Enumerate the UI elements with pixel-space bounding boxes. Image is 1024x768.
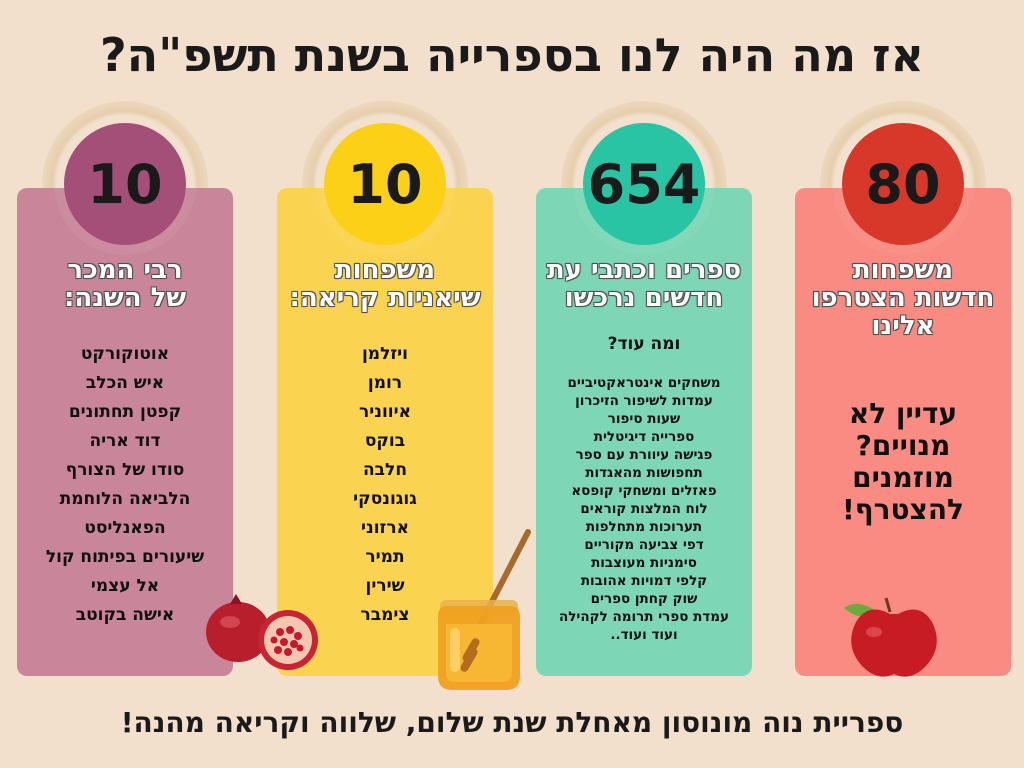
list-item: משחקים אינטראקטיביים <box>567 375 721 391</box>
heading-new-families: משפחות חדשות הצטרפו אלינו <box>811 255 995 341</box>
card-bestsellers <box>17 188 233 676</box>
list-item: בוקס <box>364 431 406 451</box>
list-item: דפי צביעה מקוריים <box>584 537 704 553</box>
card-reading-families <box>277 188 493 676</box>
list-item: סימניות מעוצבות <box>591 555 697 571</box>
list-item: תחפושות מהאגדות <box>585 465 703 481</box>
heading-reading-families: משפחות שיאניות קריאה: <box>289 255 481 313</box>
list-item: איווניר <box>359 402 411 422</box>
activities-list: משחקים אינטראקטיביים עמדות לשיפור הזיכרו… <box>536 374 752 644</box>
list-item: ארזוני <box>361 518 409 538</box>
bestsellers-list: אוטוקורקט איש הכלב קפטן תחתונים דוד אריה… <box>17 340 233 630</box>
list-item: רומן <box>367 373 403 393</box>
apple-icon <box>844 597 937 677</box>
pomegranate-icon <box>206 594 318 670</box>
list-item: אל עצמי <box>90 576 160 596</box>
list-item: עמדות לשיפור הזיכרון <box>575 393 713 409</box>
list-item: עמדת ספרי תרומה לקהילה <box>558 609 729 625</box>
list-item: שעות סיפור <box>607 411 681 427</box>
list-item: דוד אריה <box>89 431 161 451</box>
list-item: הפאנליסט <box>84 518 166 538</box>
list-item: ויזלמן <box>361 344 409 364</box>
list-item: אוטוקורקט <box>80 344 170 364</box>
list-item: שיעורים בפיתוח קול <box>45 547 205 567</box>
stat-circle-reading-families: 10 <box>302 101 468 267</box>
invite-text: עדיין לא מנויים? מוזמנים להצטרף! <box>842 397 964 526</box>
stat-circle-new-books: 654 <box>561 101 727 267</box>
list-item: סודו של הצורף <box>65 460 185 480</box>
list-item: לוח המלצות קוראים <box>580 501 708 517</box>
list-item: צימבר <box>360 605 410 625</box>
list-item: תערוכות מתחלפות <box>585 519 703 535</box>
page-title: אז מה היה לנו בספרייה בשנת תשפ"ה? <box>99 28 925 82</box>
list-item: קלפי דמויות אהובות <box>580 573 708 589</box>
list-item: פגישה עיוורת עם ספר <box>575 447 713 463</box>
list-item: איש הכלב <box>85 373 165 393</box>
list-item: שירין <box>365 576 405 596</box>
list-item: אישה בקוטב <box>75 605 175 625</box>
stat-circle-new-families: 80 <box>820 101 986 267</box>
heading-bestsellers: רבי המכר של השנה: <box>63 255 187 313</box>
list-item: שוק קחתן ספרים <box>590 591 698 607</box>
families-list: ויזלמן רומן איווניר בוקס חלבה גוגונסקי א… <box>277 340 493 630</box>
list-item: הלביאה הלוחמת <box>59 489 191 509</box>
honey-jar-icon <box>438 529 531 690</box>
list-item: ספרייה דיגיטלית <box>593 429 695 445</box>
subheading-what-else: ומה עוד? <box>607 334 681 354</box>
card-new-families <box>795 188 1011 676</box>
footer-greeting: ספריית נוה מונוסון מאחלת שנת שלום, שלווה… <box>120 706 904 739</box>
heading-new-books: ספרים וכתבי עת חדשים נרכשו <box>546 255 742 313</box>
list-item: ועוד ועוד.. <box>610 627 678 643</box>
stat-circle-bestsellers: 10 <box>42 101 208 267</box>
list-item: תמיר <box>365 547 405 567</box>
list-item: פאזלים ומשחקי קופסא <box>571 483 717 499</box>
card-new-books <box>536 188 752 676</box>
list-item: גוגונסקי <box>353 489 417 509</box>
list-item: חלבה <box>362 460 407 480</box>
list-item: קפטן תחתונים <box>68 402 182 422</box>
